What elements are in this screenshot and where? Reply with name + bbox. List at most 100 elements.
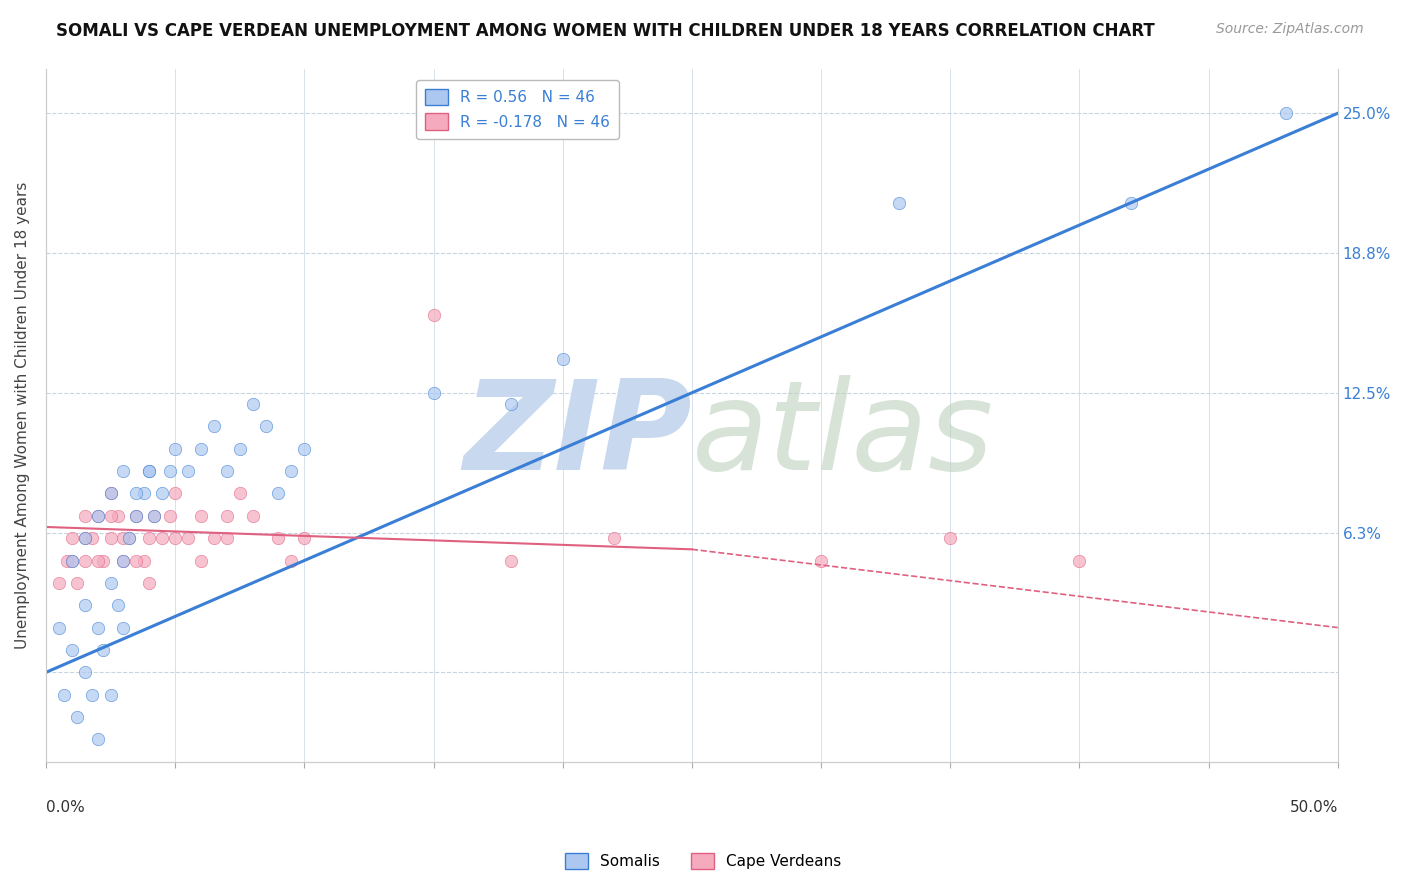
Point: [280, 464, 302, 478]
Point: [73, 531, 96, 545]
Point: [125, 508, 148, 523]
Point: [603, 531, 626, 545]
Point: [267, 531, 290, 545]
Point: [100, 575, 122, 590]
Point: [280, 553, 302, 567]
Point: [292, 442, 315, 456]
Point: [422, 308, 444, 322]
Point: [159, 464, 181, 478]
Point: [138, 464, 160, 478]
Point: [48, 575, 70, 590]
Point: [100, 531, 122, 545]
Point: [91, 553, 114, 567]
Point: [86, 621, 108, 635]
Point: [112, 553, 135, 567]
Point: [215, 508, 238, 523]
Point: [499, 397, 522, 411]
Point: [143, 508, 166, 523]
Point: [125, 553, 148, 567]
Point: [143, 508, 166, 523]
Point: [138, 575, 160, 590]
Point: [55, 553, 77, 567]
Point: [73, 665, 96, 680]
Point: [60, 553, 83, 567]
Point: [165, 486, 187, 500]
Point: [229, 486, 252, 500]
Legend: Somalis, Cape Verdeans: Somalis, Cape Verdeans: [560, 847, 846, 875]
Point: [215, 531, 238, 545]
Point: [810, 553, 832, 567]
Point: [292, 531, 315, 545]
Point: [190, 508, 212, 523]
Point: [73, 599, 96, 613]
Point: [100, 486, 122, 500]
Point: [190, 553, 212, 567]
Point: [138, 464, 160, 478]
Point: [73, 553, 96, 567]
Text: 50.0%: 50.0%: [1289, 800, 1337, 815]
Point: [165, 442, 187, 456]
Point: [150, 486, 173, 500]
Point: [112, 621, 135, 635]
Point: [242, 397, 264, 411]
Point: [499, 553, 522, 567]
Point: [887, 195, 910, 210]
Point: [202, 531, 225, 545]
Point: [73, 508, 96, 523]
Point: [112, 531, 135, 545]
Point: [60, 553, 83, 567]
Point: [138, 531, 160, 545]
Point: [134, 553, 156, 567]
Point: [86, 508, 108, 523]
Point: [177, 531, 200, 545]
Point: [125, 508, 148, 523]
Point: [117, 531, 139, 545]
Point: [60, 531, 83, 545]
Point: [86, 732, 108, 747]
Text: SOMALI VS CAPE VERDEAN UNEMPLOYMENT AMONG WOMEN WITH CHILDREN UNDER 18 YEARS COR: SOMALI VS CAPE VERDEAN UNEMPLOYMENT AMON…: [56, 22, 1154, 40]
Point: [229, 442, 252, 456]
Point: [100, 508, 122, 523]
Point: [100, 688, 122, 702]
Text: 0.0%: 0.0%: [46, 800, 84, 815]
Point: [267, 486, 290, 500]
Point: [112, 464, 135, 478]
Point: [1069, 553, 1091, 567]
Point: [165, 531, 187, 545]
Point: [73, 531, 96, 545]
Point: [48, 621, 70, 635]
Text: atlas: atlas: [692, 376, 994, 497]
Text: Source: ZipAtlas.com: Source: ZipAtlas.com: [1216, 22, 1364, 37]
Point: [82, 688, 104, 702]
Point: [66, 710, 89, 724]
Point: [215, 464, 238, 478]
Point: [159, 508, 181, 523]
Point: [82, 531, 104, 545]
Point: [86, 553, 108, 567]
Point: [91, 643, 114, 657]
Point: [107, 508, 129, 523]
Y-axis label: Unemployment Among Women with Children Under 18 years: Unemployment Among Women with Children U…: [15, 181, 30, 648]
Point: [117, 531, 139, 545]
Point: [254, 419, 277, 434]
Point: [60, 643, 83, 657]
Point: [551, 352, 574, 367]
Point: [125, 486, 148, 500]
Point: [939, 531, 962, 545]
Point: [86, 508, 108, 523]
Point: [1275, 106, 1298, 120]
Point: [100, 486, 122, 500]
Point: [134, 486, 156, 500]
Point: [107, 599, 129, 613]
Legend: R = 0.56   N = 46, R = -0.178   N = 46: R = 0.56 N = 46, R = -0.178 N = 46: [416, 79, 619, 139]
Point: [1119, 195, 1142, 210]
Point: [177, 464, 200, 478]
Text: ZIP: ZIP: [463, 376, 692, 497]
Point: [150, 531, 173, 545]
Point: [66, 575, 89, 590]
Point: [422, 385, 444, 400]
Point: [53, 688, 76, 702]
Point: [242, 508, 264, 523]
Point: [190, 442, 212, 456]
Point: [202, 419, 225, 434]
